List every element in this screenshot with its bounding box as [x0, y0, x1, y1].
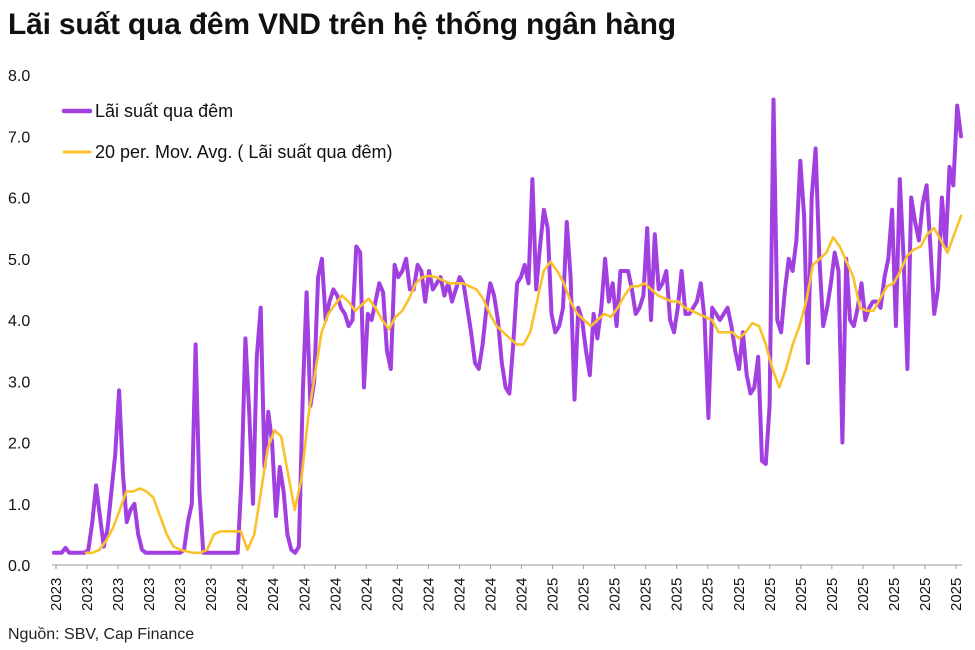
x-tick-label: 2024 [514, 578, 531, 611]
x-tick-label: 2024 [234, 578, 251, 611]
x-tick-label: 2024 [482, 578, 499, 611]
legend-moving-average-label: 20 per. Mov. Avg. ( Lãi suất qua đêm) [95, 142, 393, 162]
x-tick-label: 2023 [48, 578, 65, 611]
y-tick-label: 8.0 [8, 68, 30, 85]
x-tick-label: 2024 [265, 578, 282, 611]
x-tick-label: 2025 [855, 578, 872, 611]
y-tick-label: 4.0 [8, 313, 30, 330]
x-tick-label: 2025 [793, 578, 810, 611]
x-tick-label: 2023 [172, 578, 189, 611]
x-tick-label: 2025 [917, 578, 934, 611]
x-tick-label: 2023 [203, 578, 220, 611]
x-tick-label: 2024 [327, 578, 344, 611]
y-tick-label: 7.0 [8, 129, 30, 146]
x-tick-label: 2025 [669, 578, 686, 611]
x-tick-label: 2025 [886, 578, 903, 611]
x-tick-label: 2024 [389, 578, 406, 611]
chart-title: Lãi suất qua đêm VND trên hệ thống ngân … [8, 8, 676, 41]
x-tick-label: 2023 [79, 578, 96, 611]
x-tick-label: 2024 [296, 578, 313, 611]
y-tick-label: 0.0 [8, 558, 30, 575]
y-tick-label: 1.0 [8, 497, 30, 514]
x-tick-label: 2025 [700, 578, 717, 611]
x-tick-label: 2025 [824, 578, 841, 611]
x-tick-label: 2025 [638, 578, 655, 611]
x-tick-label: 2024 [451, 578, 468, 611]
y-tick-label: 5.0 [8, 252, 30, 269]
x-tick-label: 2025 [545, 578, 562, 611]
x-tick-label: 2025 [607, 578, 624, 611]
x-tick-label: 2023 [110, 578, 127, 611]
source-note: Nguồn: SBV, Cap Finance [8, 626, 195, 643]
x-tick-label: 2025 [731, 578, 748, 611]
x-tick-label: 2024 [358, 578, 375, 611]
y-tick-label: 3.0 [8, 374, 30, 391]
y-tick-label: 6.0 [8, 191, 30, 208]
y-tick-label: 2.0 [8, 436, 30, 453]
series-moving-average [84, 214, 963, 555]
x-tick-label: 2025 [762, 578, 779, 611]
x-tick-label: 2025 [576, 578, 593, 611]
series-overnight-rate [52, 97, 963, 555]
x-tick-label: 2024 [420, 578, 437, 611]
x-tick-label: 2023 [141, 578, 158, 611]
x-tick-label: 2025 [948, 578, 965, 611]
legend-overnight-rate-label: Lãi suất qua đêm [95, 101, 233, 121]
